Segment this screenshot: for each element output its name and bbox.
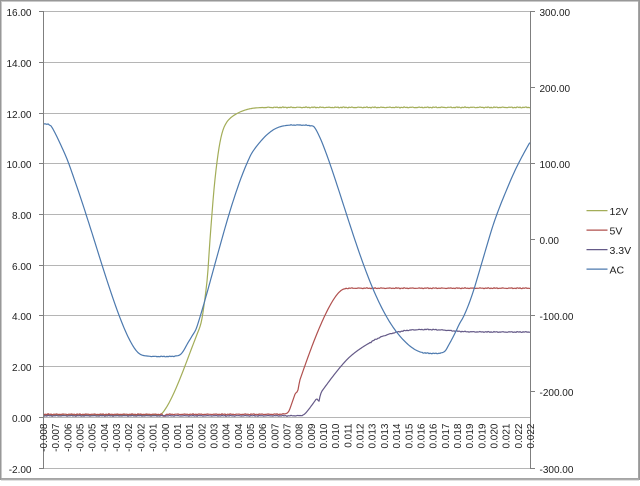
svg-text:0.014: 0.014 [392,423,403,448]
svg-text:0.004: 0.004 [222,423,233,448]
svg-text:0.012: 0.012 [356,423,367,448]
svg-text:0.006: 0.006 [258,423,269,448]
svg-text:-2.00: -2.00 [9,465,32,476]
svg-text:8.00: 8.00 [12,211,32,222]
svg-text:0.009: 0.009 [307,423,318,448]
svg-text:0.005: 0.005 [246,423,257,448]
svg-text:0.019: 0.019 [477,423,488,448]
svg-text:0.011: 0.011 [343,423,354,448]
svg-text:-0.002: -0.002 [136,423,147,452]
svg-text:0.00: 0.00 [12,414,32,425]
svg-text:0.008: 0.008 [295,423,306,448]
svg-text:-0.005: -0.005 [88,423,99,452]
svg-text:-0.000: -0.000 [161,423,172,452]
svg-text:2.00: 2.00 [12,363,32,374]
svg-text:4.00: 4.00 [12,312,32,323]
svg-text:0.016: 0.016 [416,423,427,448]
svg-text:-200.00: -200.00 [540,388,574,399]
svg-text:200.00: 200.00 [540,84,571,95]
svg-text:0.017: 0.017 [441,423,452,448]
svg-text:-0.007: -0.007 [51,423,62,452]
svg-text:-0.002: -0.002 [124,423,135,452]
svg-text:-0.006: -0.006 [63,423,74,452]
svg-text:-0.008: -0.008 [39,423,50,452]
svg-text:0.022: 0.022 [514,423,525,448]
svg-text:300.00: 300.00 [540,8,571,19]
svg-text:0.007: 0.007 [283,423,294,448]
svg-text:3.3V: 3.3V [610,245,632,257]
svg-text:0.001: 0.001 [185,423,196,448]
svg-text:0.013: 0.013 [380,423,391,448]
svg-text:16.00: 16.00 [6,8,31,19]
svg-text:0.020: 0.020 [489,423,500,448]
svg-text:-0.003: -0.003 [112,423,123,452]
svg-text:0.001: 0.001 [173,423,184,448]
svg-text:-100.00: -100.00 [540,312,574,323]
svg-text:-300.00: -300.00 [540,465,574,476]
svg-text:6.00: 6.00 [12,262,32,273]
svg-text:12.00: 12.00 [6,110,31,121]
svg-text:-0.001: -0.001 [149,423,160,452]
svg-text:0.018: 0.018 [453,423,464,448]
svg-text:0.021: 0.021 [502,423,513,448]
svg-text:100.00: 100.00 [540,160,571,171]
svg-text:-0.005: -0.005 [76,423,87,452]
svg-text:0.003: 0.003 [209,423,220,448]
svg-text:5V: 5V [610,226,623,238]
svg-text:0.022: 0.022 [526,423,537,448]
svg-text:0.019: 0.019 [465,423,476,448]
svg-text:0.015: 0.015 [404,423,415,448]
svg-text:0.002: 0.002 [197,423,208,448]
svg-text:0.010: 0.010 [331,423,342,448]
svg-text:0.004: 0.004 [234,423,245,448]
svg-text:0.00: 0.00 [540,236,560,247]
svg-text:10.00: 10.00 [6,160,31,171]
svg-text:14.00: 14.00 [6,59,31,70]
svg-text:12V: 12V [610,206,629,218]
svg-text:0.013: 0.013 [368,423,379,448]
svg-text:0.016: 0.016 [429,423,440,448]
svg-text:0.007: 0.007 [270,423,281,448]
svg-text:0.010: 0.010 [319,423,330,448]
svg-text:-0.004: -0.004 [100,423,111,452]
svg-text:AC: AC [610,265,625,277]
